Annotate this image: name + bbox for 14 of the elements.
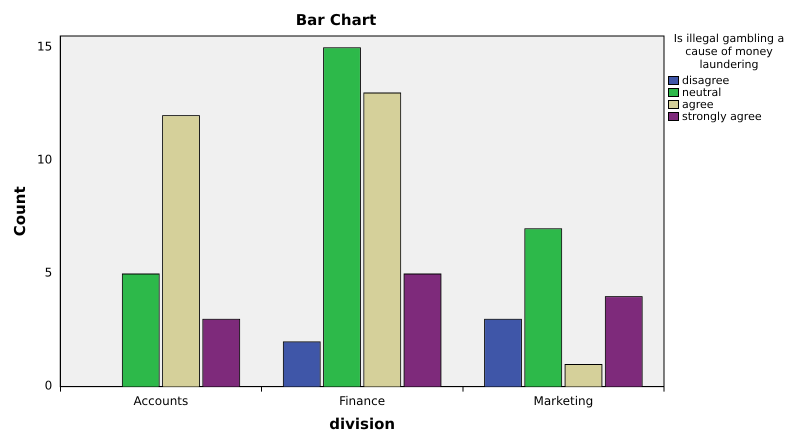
y-tick-label: 10 <box>36 152 52 167</box>
legend-label: neutral <box>682 86 722 98</box>
y-axis-title: Count <box>10 186 29 236</box>
y-tick-label: 5 <box>44 266 52 280</box>
legend-label: strongly agree <box>682 110 762 122</box>
legend-label: disagree <box>682 74 730 86</box>
x-tick-label: Marketing <box>533 394 594 408</box>
y-tick-label: 15 <box>36 39 52 54</box>
legend-label: agree <box>682 98 714 110</box>
x-tick-label: Finance <box>339 394 386 408</box>
x-axis-title: division <box>329 414 396 433</box>
y-tick-label: 0 <box>44 378 52 393</box>
x-tick-label: Accounts <box>134 394 188 408</box>
chart-title: Bar Chart <box>296 10 376 29</box>
